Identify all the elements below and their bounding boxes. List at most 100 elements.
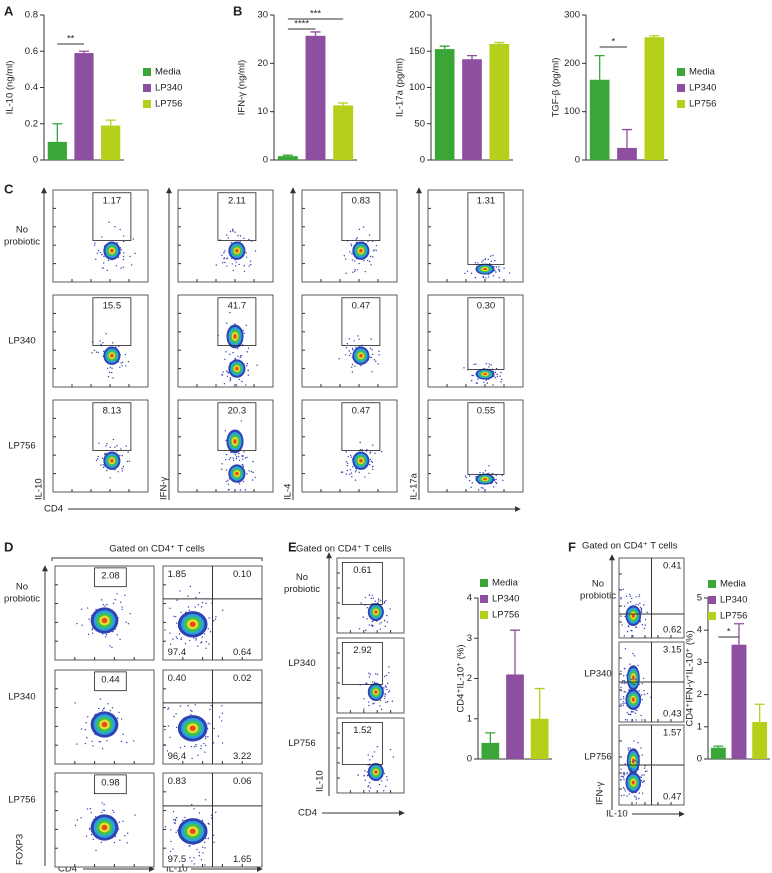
gate	[341, 722, 383, 765]
y-axis-label: IL-17a (pg/ml)	[395, 58, 406, 117]
event-dot	[378, 600, 380, 602]
event-dot	[643, 689, 645, 692]
event-dot	[475, 382, 478, 384]
event-dot	[122, 255, 125, 258]
panel-letter: A	[4, 3, 14, 18]
event-dot	[126, 842, 128, 844]
event-dot	[175, 816, 178, 819]
event-dot	[500, 378, 503, 381]
event-dot	[483, 381, 485, 383]
bar	[530, 718, 549, 759]
event-dot	[623, 794, 625, 796]
event-dot	[97, 351, 100, 354]
event-dot	[209, 631, 212, 633]
event-dot	[385, 686, 387, 688]
event-dot	[226, 234, 228, 236]
event-dot	[385, 674, 388, 677]
event-dot	[641, 624, 644, 626]
legend-swatch	[677, 68, 685, 76]
event-dot	[371, 620, 374, 623]
event-dot	[213, 727, 215, 730]
density	[233, 334, 237, 339]
quadrant-percent: 0.64	[233, 647, 252, 658]
event-dot	[620, 794, 623, 797]
event-dot	[190, 713, 192, 716]
event-dot	[368, 234, 371, 236]
event-dot	[638, 683, 640, 686]
event-dot	[374, 600, 376, 602]
quadrant-percent: 1.85	[168, 569, 187, 580]
event-dot	[203, 742, 205, 745]
event-dot	[242, 465, 245, 468]
bar	[752, 721, 768, 759]
event-dot	[340, 471, 343, 473]
event-dot	[635, 798, 638, 800]
event-dot	[482, 487, 484, 489]
event-dot	[100, 599, 103, 601]
row-label: LP756	[8, 795, 35, 806]
quadrant-percent: 0.41	[663, 561, 682, 572]
y-axis-label: TGF-β (pg/ml)	[551, 58, 562, 118]
event-dot	[204, 751, 206, 753]
y-tick-label: 3	[697, 657, 702, 668]
event-dot	[631, 719, 634, 721]
event-dot	[344, 258, 347, 260]
gate	[341, 562, 383, 605]
event-dot	[631, 682, 633, 685]
event-dot	[640, 776, 643, 778]
event-dot	[87, 607, 89, 609]
event-dot	[363, 775, 365, 777]
event-dot	[630, 678, 632, 681]
event-dot	[355, 346, 357, 349]
event-dot	[621, 682, 623, 685]
event-dot	[126, 741, 128, 744]
event-dot	[242, 464, 244, 466]
event-dot	[205, 735, 207, 738]
event-dot	[109, 477, 111, 479]
event-dot	[244, 457, 247, 459]
event-dot	[209, 723, 211, 725]
event-dot	[96, 458, 99, 460]
gate-percent: 41.7	[228, 300, 247, 311]
event-dot	[76, 819, 79, 821]
event-dot	[254, 476, 256, 479]
legend-label: LP756	[492, 610, 519, 621]
density	[483, 478, 487, 481]
quadrant-percent: 0.40	[168, 673, 187, 684]
event-dot	[384, 685, 387, 687]
event-dot	[106, 740, 108, 742]
event-dot	[120, 249, 122, 251]
event-dot	[620, 768, 622, 770]
event-dot	[633, 795, 636, 797]
gate-percent: 0.83	[352, 195, 371, 206]
event-dot	[637, 678, 640, 681]
event-dot	[106, 367, 109, 369]
event-dot	[195, 639, 197, 641]
event-dot	[350, 366, 353, 368]
event-dot	[107, 703, 109, 705]
event-dot	[189, 639, 191, 642]
event-dot	[122, 258, 124, 261]
event-dot	[239, 235, 242, 237]
event-dot	[640, 747, 642, 749]
event-dot	[630, 768, 633, 770]
event-dot	[195, 637, 197, 640]
event-dot	[620, 670, 622, 673]
event-dot	[244, 489, 247, 491]
event-dot	[634, 678, 637, 680]
event-dot	[624, 615, 626, 618]
gate-percent: 1.17	[103, 195, 122, 206]
gate-percent: 0.47	[352, 405, 371, 416]
event-dot	[125, 621, 127, 623]
event-dot	[98, 707, 100, 710]
error-bar	[467, 54, 477, 60]
flow-plot	[301, 294, 398, 388]
y-tick-label: 100	[564, 106, 580, 117]
event-dot	[625, 682, 627, 684]
event-dot	[640, 610, 643, 612]
event-dot	[98, 442, 100, 444]
event-dot	[637, 664, 639, 667]
legend-swatch	[143, 100, 151, 108]
x-axis-label: IL-10	[166, 864, 188, 873]
event-dot	[109, 366, 112, 368]
